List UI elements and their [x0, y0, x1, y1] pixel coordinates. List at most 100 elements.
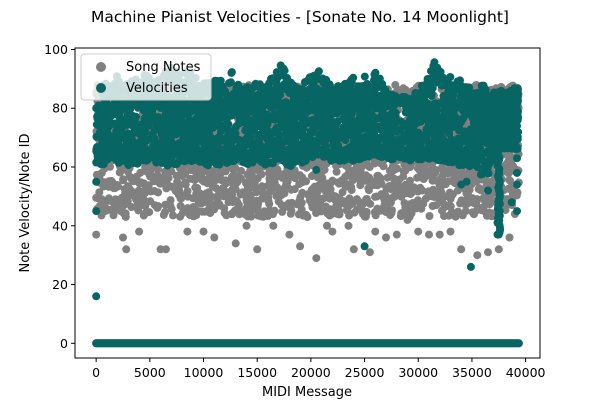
song-note-point	[302, 163, 311, 172]
song-note-point	[105, 194, 113, 203]
song-note-point	[505, 233, 514, 242]
song-note-point	[409, 183, 418, 192]
song-note-point	[382, 233, 390, 242]
velocity-point	[123, 129, 132, 138]
song-note-point	[267, 170, 276, 179]
song-note-point	[307, 172, 316, 181]
song-note-point	[456, 199, 465, 208]
velocity-point	[362, 132, 371, 141]
velocity-point	[317, 111, 326, 119]
song-note-point	[153, 203, 162, 212]
velocity-point	[437, 131, 446, 140]
song-note-point	[183, 187, 192, 196]
song-note-point	[439, 177, 448, 186]
velocity-point	[102, 99, 111, 108]
song-note-point	[440, 202, 449, 211]
velocity-point	[455, 125, 464, 134]
song-note-point	[119, 176, 128, 185]
song-note-point	[435, 230, 444, 239]
song-note-point	[373, 204, 382, 213]
song-note-point	[269, 221, 278, 230]
velocity-point	[314, 67, 323, 76]
song-note-point	[253, 203, 262, 211]
velocity-point	[160, 121, 168, 130]
song-note-point	[321, 205, 330, 214]
velocity-point	[158, 133, 167, 142]
velocity-point	[406, 116, 415, 125]
song-note-point	[192, 211, 201, 220]
song-note-point	[288, 198, 296, 207]
song-note-point	[123, 167, 132, 176]
song-note-point	[222, 211, 231, 220]
song-note-point	[298, 188, 307, 197]
velocity-point	[310, 106, 319, 115]
song-note-point	[391, 81, 400, 89]
velocity-point	[421, 113, 430, 122]
song-note-point	[432, 166, 441, 175]
song-note-point	[399, 167, 408, 176]
song-note-point	[280, 183, 289, 192]
song-note-point	[189, 203, 198, 211]
song-note-point	[399, 84, 408, 93]
velocity-point	[270, 109, 279, 118]
song-note-point	[258, 194, 266, 203]
velocity-point	[143, 135, 152, 144]
velocity-point	[177, 119, 186, 128]
song-note-point	[97, 211, 106, 220]
velocity-point	[96, 112, 105, 121]
velocity-point	[282, 130, 291, 138]
velocity-point	[226, 78, 235, 87]
velocity-point	[461, 136, 470, 145]
song-note-point	[297, 205, 306, 214]
song-note-point	[382, 208, 390, 216]
song-note-point	[169, 211, 177, 220]
velocity-point	[265, 137, 273, 146]
song-note-point	[176, 194, 185, 203]
song-note-point	[371, 227, 380, 236]
song-note-point	[347, 186, 356, 195]
velocity-point	[368, 120, 377, 129]
velocity-point	[213, 115, 222, 124]
song-note-point	[400, 199, 409, 208]
velocity-point	[280, 66, 289, 75]
song-note-point	[356, 181, 365, 190]
song-note-point	[203, 179, 212, 188]
song-note-point	[139, 190, 148, 199]
song-note-point	[349, 245, 358, 254]
song-note-point	[360, 212, 369, 221]
song-note-point	[92, 193, 101, 202]
song-note-point	[146, 172, 155, 181]
velocity-point	[448, 113, 456, 121]
song-note-point	[242, 221, 251, 230]
song-note-point	[295, 197, 304, 205]
velocity-point	[329, 109, 338, 118]
song-note-point	[121, 212, 130, 221]
velocity-point	[380, 121, 389, 129]
song-note-point	[283, 168, 292, 177]
song-note-point	[295, 180, 304, 189]
song-note-point	[183, 227, 192, 236]
velocity-point	[346, 128, 355, 137]
velocity-point	[150, 125, 159, 134]
song-note-point	[376, 174, 385, 183]
song-note-point	[506, 177, 515, 186]
velocity-point	[254, 134, 263, 143]
velocity-point	[318, 124, 327, 133]
song-note-point	[110, 181, 119, 190]
song-note-point	[124, 182, 132, 191]
song-note-point	[217, 176, 226, 185]
velocity-point	[422, 125, 431, 134]
velocity-point	[206, 132, 215, 141]
song-note-point	[122, 245, 131, 254]
song-note-point	[409, 199, 417, 207]
song-note-point	[429, 185, 438, 194]
song-note-point	[161, 200, 170, 209]
song-note-point	[428, 202, 437, 210]
song-note-point	[135, 179, 144, 188]
song-note-point	[179, 166, 188, 175]
velocity-point	[98, 134, 107, 143]
song-note-point	[312, 254, 321, 263]
song-note-point	[161, 167, 170, 176]
song-note-point	[264, 196, 273, 205]
